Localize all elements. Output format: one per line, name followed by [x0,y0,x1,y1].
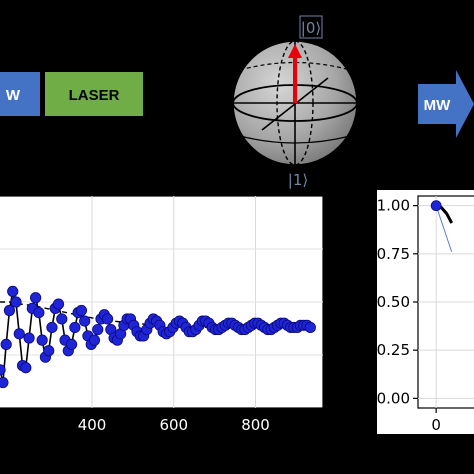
left-chart-tick-label: 400 [78,416,107,434]
left-chart-data-point [92,323,104,336]
left-chart-tick-label: 600 [159,416,188,434]
right-chart-y-ticks: 0.00 0.25 0.50 0.75 1.00 [377,197,418,407]
left-chart-data-point [0,376,9,389]
left-chart-data-point [20,362,32,374]
left-chart-data-point [69,321,81,334]
laser-pulse: LASER [45,72,143,116]
left-chart-data-points [0,285,316,389]
left-chart-data-point [65,338,78,350]
left-chart-data-point [56,313,68,325]
left-chart-data-point [7,285,19,297]
ket-one-label: |1⟩ [288,171,308,189]
left-chart-data-point [88,334,101,346]
left-chart-data-point [3,304,16,317]
right-chart-reference-line [435,205,453,253]
left-chart-data-point [75,304,87,317]
right-chart-y-tick-label: 0.25 [377,341,410,359]
mw-pulse-left-label: W [6,87,21,104]
ket-zero-box [299,15,323,39]
left-chart-data-point [101,313,114,325]
ket-zero-label: |0⟩ [301,19,321,37]
right-chart-x-ticks: 0 [431,408,441,434]
left-chart-data-point [304,321,316,334]
mw-pulse-left-box [0,72,40,116]
left-chart-data-point [36,334,48,346]
left-chart-data-point [23,332,35,344]
left-chart-grid [0,196,323,408]
mw-pulse-left: W [0,72,40,116]
left-chart-data-point [10,296,22,308]
right-chart-y-tick-label: 0.75 [377,245,410,263]
state-vector-arrowhead [288,44,302,58]
mw-pulse-right-arrow [418,70,474,138]
right-chart-x-tick-label: 0 [431,416,441,434]
left-chart-x-ticks: 400 600 800 [78,408,270,434]
right-chart-y-tick-label: 1.00 [377,197,410,215]
mw-pulse-right: MW [418,70,474,138]
right-chart-data-point [430,200,442,212]
left-chart-data-point [13,328,25,340]
right-chart-y-tick-label: 0.50 [377,293,410,311]
bloch-sphere: |0⟩ |1⟩ [232,15,358,189]
left-chart-data-point [0,338,12,350]
left-chart-data-point [79,315,91,327]
left-chart-data-point [30,292,42,304]
left-chart-data-point [46,321,58,334]
laser-pulse-label: LASER [69,87,120,104]
right-chart: 0.00 0.25 0.50 0.75 1.00 0 [377,190,474,434]
left-chart-data-point [0,364,6,376]
left-chart-data-point [43,345,55,357]
left-chart-tick-label: 800 [241,416,270,434]
laser-pulse-box [45,72,143,116]
left-chart-data-point [33,306,45,319]
mw-pulse-right-label: MW [424,97,451,114]
bloch-x-axis [261,77,329,131]
left-chart: 400 600 800 [0,195,324,434]
right-chart-series [430,200,454,253]
left-chart-data-point [52,298,65,310]
bloch-latitude-top [239,61,351,71]
right-chart-y-tick-label: 0.00 [377,389,410,407]
right-chart-grid [418,196,474,408]
